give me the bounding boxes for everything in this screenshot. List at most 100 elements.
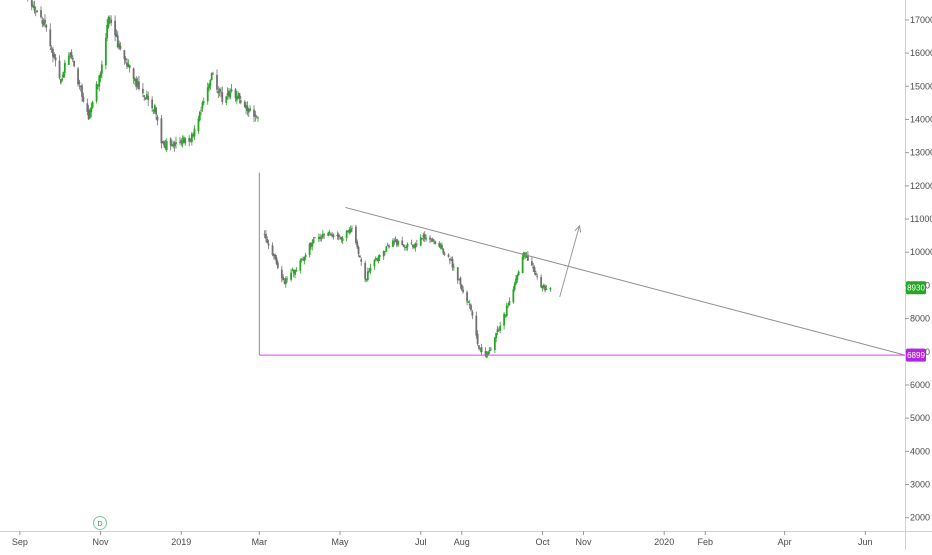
candle-down [320, 237, 323, 239]
candle-down [169, 138, 172, 146]
candle-down [480, 347, 483, 353]
candle-up [153, 105, 156, 113]
time-tick-label: May [332, 537, 350, 547]
candle-up [299, 260, 302, 271]
candle-down [192, 135, 195, 137]
candle-down [263, 234, 266, 236]
candle-down [108, 18, 111, 20]
candle-down [271, 245, 274, 255]
candle-up [229, 92, 232, 98]
candle-down [527, 254, 529, 261]
candle-down [41, 19, 44, 24]
candle-down [364, 262, 367, 280]
candle-up [193, 128, 196, 137]
candle-up [134, 78, 136, 81]
candle-down [132, 68, 135, 80]
candle-down [144, 97, 147, 100]
candle-up [202, 101, 205, 104]
candle-up [366, 271, 369, 280]
candle-up [377, 256, 380, 262]
candle-up [291, 270, 294, 272]
candle-down [292, 270, 295, 274]
price-tick-label: 15000 [910, 81, 932, 91]
candle-up [495, 332, 498, 339]
candle-up [328, 232, 331, 234]
candle-down [384, 250, 386, 252]
candle-up [136, 80, 139, 86]
candle-down [33, 6, 36, 11]
candle-up [345, 230, 348, 239]
candle-up [413, 245, 416, 248]
candle-up [308, 243, 311, 256]
candle-up [525, 255, 528, 258]
candle-down [534, 272, 537, 275]
candle-down [358, 255, 361, 258]
candle-down [532, 266, 535, 269]
candle-down [267, 243, 270, 246]
candle-down [401, 240, 404, 246]
candle-down [151, 99, 154, 109]
price-tick-label: 8000 [910, 314, 930, 324]
candle-up [145, 94, 148, 98]
candle-down [189, 139, 192, 141]
candle-down [423, 234, 426, 240]
candle-up [34, 11, 37, 13]
price-tick-label: 13000 [910, 148, 932, 158]
candle-down [135, 78, 138, 87]
candle-down [459, 277, 462, 285]
candle-up [332, 234, 335, 237]
candle-down [283, 281, 286, 284]
candle-down [497, 329, 500, 331]
candle-up [515, 278, 517, 284]
candle-up [394, 239, 397, 243]
candle-up [152, 109, 155, 111]
candle-up [512, 289, 515, 303]
candle-up [181, 140, 184, 145]
candle-up [517, 271, 520, 276]
candle-up [385, 246, 388, 252]
candle-up [513, 283, 516, 290]
candle-up [62, 71, 65, 77]
candle-up [61, 78, 64, 81]
candle-down [542, 285, 545, 288]
price-tick-label: 16000 [910, 48, 932, 58]
candle-down [114, 20, 117, 36]
candle-up [127, 63, 130, 68]
candle-down [429, 237, 431, 240]
candle-down [50, 48, 53, 50]
candle-down [348, 229, 351, 234]
candle-up [303, 257, 306, 262]
candle-up [507, 305, 509, 307]
candle-down [329, 233, 332, 235]
candle-up [382, 250, 385, 257]
time-tick-label: Nov [575, 537, 592, 547]
candle-down [243, 101, 246, 108]
candle-up [327, 233, 330, 236]
time-tick-label: Nov [93, 537, 110, 547]
candle-up [42, 21, 45, 26]
candle-down [138, 81, 140, 90]
candle-down [253, 109, 255, 117]
candle-up [504, 314, 507, 316]
candle-up [452, 266, 455, 268]
candle-down [540, 277, 543, 288]
candle-down [234, 89, 237, 99]
candle-up [90, 107, 93, 113]
candle-down [164, 145, 167, 149]
candle-down [448, 258, 451, 261]
candle-down [456, 267, 459, 281]
candle-up [397, 241, 400, 245]
candle-up [479, 348, 482, 350]
candle-up [226, 93, 229, 95]
candle-down [489, 348, 492, 350]
candle-down [280, 269, 283, 279]
time-tick-label: Jun [858, 537, 873, 547]
candle-up [336, 234, 339, 236]
price-tag-bg [906, 348, 926, 362]
candle-down [73, 60, 75, 67]
candle-down [266, 239, 269, 243]
candle-up [171, 144, 173, 147]
time-tick-label: Sep [12, 537, 28, 547]
